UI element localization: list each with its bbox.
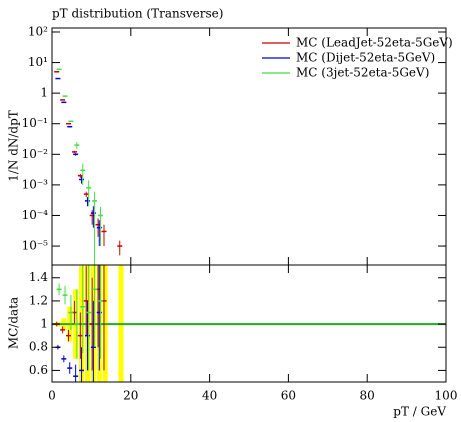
y-tick-label: 10⁻¹ <box>22 116 48 130</box>
x-tick-label: 0 <box>48 389 56 403</box>
y-tick-label: 10⁻⁴ <box>22 208 49 222</box>
y-tick-label: 10² <box>28 24 48 38</box>
y-tick-label: 1 <box>40 317 48 331</box>
x-tick-label: 80 <box>360 389 375 403</box>
y-tick-label: 0.8 <box>29 340 48 354</box>
plot-frame <box>51 264 447 383</box>
legend-label: MC (Dijet-52eta-5GeV) <box>296 51 435 65</box>
x-tick-label: 40 <box>202 389 217 403</box>
plot-area <box>52 265 446 382</box>
x-tick-label: 20 <box>123 389 138 403</box>
legend-label: MC (LeadJet-52eta-5GeV) <box>296 36 453 50</box>
y-tick-label: 10⁻² <box>22 147 49 161</box>
plot-area <box>54 68 123 265</box>
plot-layer: 10² 10¹ 1 10⁻¹ 10⁻² 10⁻³ 10⁻⁴ 10⁻⁵ MC (LeadJet-5… <box>22 24 458 402</box>
legend-label: MC (3jet-52eta-5GeV) <box>296 66 429 80</box>
y-tick-label: 10⁻³ <box>22 177 49 191</box>
y-axis-label: 1/N dN/dpT <box>7 110 21 182</box>
y-tick-label: 1.4 <box>29 270 48 284</box>
y-tick-label: 10¹ <box>28 55 48 69</box>
y-tick-label: 1 <box>40 86 48 100</box>
x-tick-label: 100 <box>435 389 458 403</box>
y-tick-label: 10⁻⁵ <box>22 239 49 253</box>
x-axis-label: pT / GeV <box>393 405 446 419</box>
y-axis-label: MC/data <box>7 297 21 349</box>
y-tick-label: 1.2 <box>29 293 48 307</box>
y-tick-label: 0.6 <box>29 363 48 377</box>
x-tick-label: 60 <box>281 389 296 403</box>
chart-title: pT distribution (Transverse) <box>52 7 223 21</box>
